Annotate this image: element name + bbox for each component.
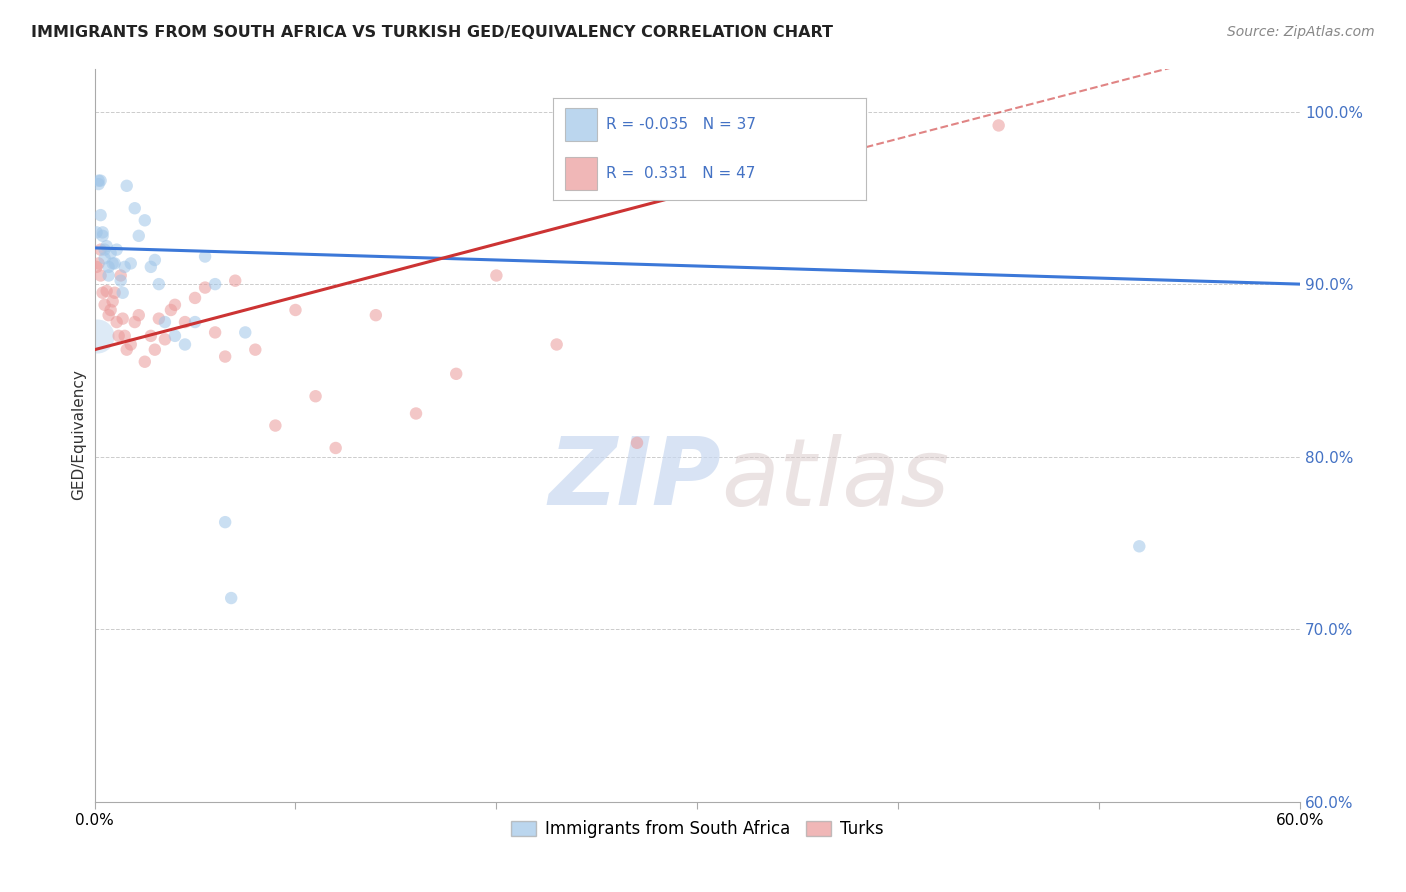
Point [194,280,217,294]
Point [304,389,326,403]
Point [153,332,176,346]
Point [128,308,150,322]
Point [91,228,114,243]
Point [204,326,226,340]
Text: ZIP: ZIP [548,433,721,525]
Point [143,343,166,357]
Point [115,343,138,357]
Point [105,243,128,257]
Point [101,294,124,309]
Point [143,252,166,267]
Point [546,337,568,351]
Y-axis label: GED/Equivalency: GED/Equivalency [72,369,86,500]
Point [233,326,256,340]
Point [214,515,236,529]
Point [105,315,128,329]
Point [93,252,115,266]
Point [87,256,110,270]
Point [86,226,108,240]
Point [91,226,114,240]
Point [214,350,236,364]
Point [224,274,246,288]
Point [96,284,118,298]
Point [163,298,186,312]
Point [110,268,132,283]
Point [111,311,134,326]
Point [120,337,142,351]
Point [90,268,112,283]
Point [104,285,127,300]
Point [100,303,122,318]
Point [120,256,142,270]
Point [245,343,267,357]
Point [194,250,217,264]
Point [90,174,112,188]
Text: Source: ZipAtlas.com: Source: ZipAtlas.com [1227,25,1375,39]
Point [114,260,136,274]
Point [87,177,110,191]
Point [987,119,1010,133]
Point [93,243,115,257]
Point [86,329,108,343]
Point [219,591,242,605]
Point [104,256,127,270]
Point [91,285,114,300]
Legend: Immigrants from South Africa, Turks: Immigrants from South Africa, Turks [505,814,890,845]
Point [184,315,207,329]
Point [264,418,287,433]
Point [184,291,207,305]
Point [485,268,508,283]
Point [204,277,226,292]
Point [325,441,347,455]
Point [134,355,156,369]
Point [148,311,170,326]
Point [284,303,307,318]
Point [174,337,197,351]
Point [107,329,129,343]
Text: atlas: atlas [721,434,949,524]
Point [139,329,162,343]
Point [90,208,112,222]
Text: IMMIGRANTS FROM SOUTH AFRICA VS TURKISH GED/EQUIVALENCY CORRELATION CHART: IMMIGRANTS FROM SOUTH AFRICA VS TURKISH … [31,25,832,40]
Point [128,228,150,243]
Point [153,315,176,329]
Point [405,407,427,421]
Point [174,315,197,329]
Point [100,246,122,260]
Point [364,308,387,322]
Point [96,239,118,253]
Point [87,174,110,188]
Point [86,260,108,274]
Point [444,367,467,381]
Point [97,260,120,274]
Point [1128,539,1150,553]
Point [114,329,136,343]
Point [110,274,132,288]
Point [115,178,138,193]
Point [626,435,648,450]
Point [139,260,162,274]
Point [97,308,120,322]
Point [93,298,115,312]
Point [101,256,124,270]
Point [727,174,749,188]
Point [846,130,869,145]
Point [111,285,134,300]
Point [124,315,146,329]
Point [124,201,146,215]
Point [148,277,170,292]
Point [90,243,112,257]
Point [160,303,183,318]
Point [97,268,120,283]
Point [163,329,186,343]
Point [134,213,156,227]
